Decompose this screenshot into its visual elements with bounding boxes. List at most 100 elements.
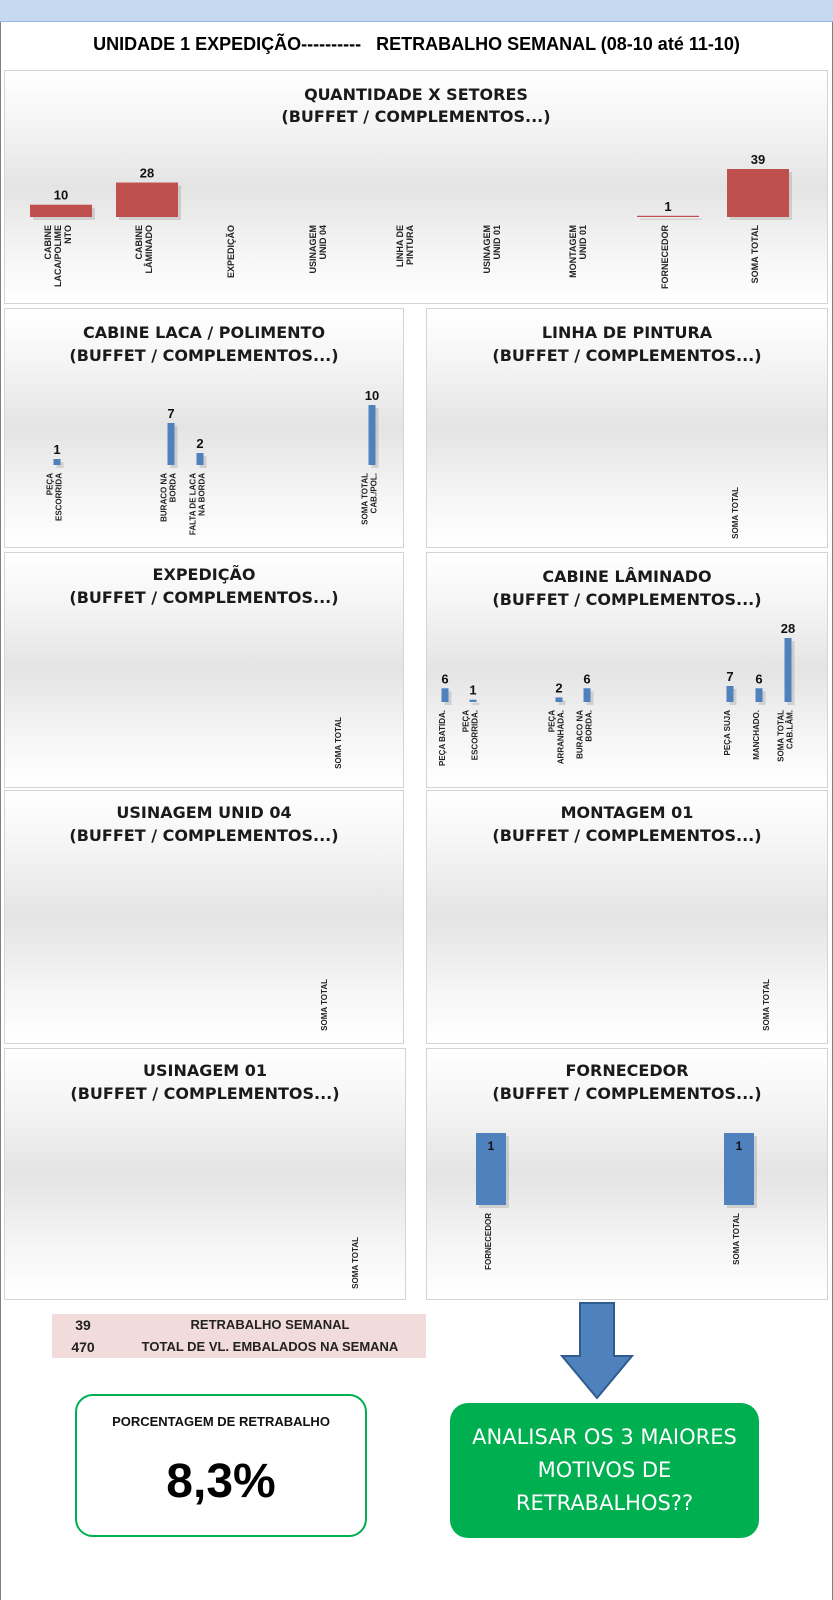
summary-table: 39 RETRABALHO SEMANAL 470 TOTAL DE VL. E… (52, 1314, 426, 1358)
action-line: ANALISAR OS 3 MAIORES (472, 1425, 737, 1449)
bar (724, 1133, 754, 1205)
category-label: PEÇA SUJA (723, 710, 732, 756)
category-label: CABINELACA/POLIMENTO (43, 225, 73, 287)
bar-shadow (472, 702, 480, 705)
summary-value: 39 (75, 1317, 91, 1333)
action-line: MOTIVOS DE (537, 1458, 672, 1482)
percentage-box: PORCENTAGEM DE RETRABALHO 8,3% (75, 1394, 367, 1537)
chart-title: LINHA DE PINTURA (541, 323, 713, 342)
bar-shadow (640, 218, 702, 220)
chart-usinagem-01: USINAGEM 01 (BUFFET / COMPLEMENTOS...) S… (4, 1048, 406, 1300)
bar (167, 423, 175, 465)
chart-linha-de-pintura: LINHA DE PINTURA (BUFFET / COMPLEMENTOS.… (426, 308, 828, 548)
bar (441, 688, 449, 702)
chart-subtitle: (BUFFET / COMPLEMENTOS...) (69, 346, 339, 365)
data-label: 1 (469, 683, 476, 698)
data-label: 10 (54, 188, 68, 203)
data-label: 6 (755, 671, 762, 686)
bar (727, 169, 789, 217)
bar (469, 699, 477, 702)
chart-title: EXPEDIÇÃO (152, 565, 256, 584)
chart-usinagem-unid-04: USINAGEM UNID 04 (BUFFET / COMPLEMENTOS.… (4, 790, 404, 1044)
category-label: PEÇAARRANHADA. (548, 710, 566, 764)
category-label: PEÇAESCORRIDA. (462, 710, 480, 760)
category-label: CABINELÂMINADO (134, 225, 154, 274)
chart-plot: SOMA TOTAL (334, 717, 343, 769)
chart-quantidade-setores: QUANTIDADE X SETORES (BUFFET / COMPLEMEN… (4, 70, 828, 304)
chart-cabine-laca-polimento: CABINE LACA / POLIMENTO (BUFFET / COMPLE… (4, 308, 404, 548)
bar (368, 405, 376, 465)
bar-shadow (558, 700, 566, 705)
chart-plot: SOMA TOTAL (731, 487, 740, 539)
data-label: 6 (583, 671, 590, 686)
chart-title: MONTAGEM 01 (560, 803, 694, 822)
data-label: 10 (365, 388, 379, 403)
chart-subtitle: (BUFFET / COMPLEMENTOS...) (492, 826, 762, 845)
chart-subtitle: (BUFFET / COMPLEMENTOS...) (69, 826, 339, 845)
chart-plot: 10 CABINELACA/POLIMENTO 28 CABINELÂMINADO EX… (30, 152, 792, 290)
category-label: MONTAGEMUNID 01 (568, 225, 588, 278)
chart-plot: SOMA TOTAL (351, 1237, 360, 1289)
bar (784, 638, 792, 702)
page-title-left: UNIDADE 1 EXPEDIÇÃO---------- (93, 34, 362, 54)
chart-expedicao: EXPEDIÇÃO (BUFFET / COMPLEMENTOS...) SOM… (4, 552, 404, 788)
data-label: 39 (751, 152, 765, 167)
chart-subtitle: (BUFFET / COMPLEMENTOS...) (281, 107, 551, 126)
percentage-value: 8,3% (166, 1455, 276, 1508)
category-label: SOMA TOTAL (334, 717, 343, 769)
summary-row-retrabalho: 39 RETRABALHO SEMANAL (52, 1317, 426, 1339)
category-label: MANCHADO. (752, 710, 761, 760)
bar (116, 182, 178, 217)
category-label: SOMA TOTALCAB./POL. (361, 473, 379, 525)
bar (726, 686, 734, 702)
data-label: 1 (488, 1139, 495, 1153)
bar (637, 215, 699, 217)
category-label: SOMA TOTAL (750, 225, 760, 284)
category-label: SOMA TOTAL (351, 1237, 360, 1289)
data-label: 28 (140, 166, 154, 181)
chart-plot: 1 PEÇAESCORRIDA 7 BURACO NABORDA 2 FALTA DE L… (46, 388, 380, 535)
page-title: UNIDADE 1 EXPEDIÇÃO---------- RETRABALHO… (0, 34, 833, 55)
chart-fornecedor: FORNECEDOR (BUFFET / COMPLEMENTOS...) 1 F… (426, 1048, 828, 1300)
category-label: PEÇAESCORRIDA (46, 473, 64, 521)
category-label: LINHA DEPINTURA (395, 225, 415, 268)
action-box: ANALISAR OS 3 MAIORES MOTIVOS DE RETRABA… (450, 1403, 759, 1538)
bar (555, 697, 563, 702)
chart-plot: 1 FORNECEDOR 1 SOMA TOTAL (476, 1133, 757, 1270)
category-label: EXPEDIÇÃO (226, 225, 236, 278)
category-label: USINAGEMUNID 04 (308, 225, 328, 274)
data-label: 1 (664, 199, 671, 214)
data-label: 7 (167, 406, 174, 421)
percentage-label: PORCENTAGEM DE RETRABALHO (112, 1414, 330, 1429)
category-label: SOMA TOTAL (762, 979, 771, 1031)
chart-subtitle: (BUFFET / COMPLEMENTOS...) (492, 1084, 762, 1103)
chart-title: USINAGEM UNID 04 (116, 803, 292, 822)
bar (53, 459, 61, 465)
chart-title: FORNECEDOR (565, 1061, 689, 1080)
down-arrow-icon (560, 1302, 634, 1400)
chart-title: CABINE LÂMINADO (542, 567, 712, 586)
category-label: BURACO NABORDA. (576, 710, 594, 759)
data-label: 1 (53, 442, 60, 457)
chart-title: CABINE LACA / POLIMENTO (82, 323, 326, 342)
chart-title: USINAGEM 01 (142, 1061, 268, 1080)
bar (30, 204, 92, 217)
category-label: FORNECEDOR (660, 225, 670, 290)
category-label: SOMA TOTAL (732, 1213, 741, 1265)
chart-subtitle: (BUFFET / COMPLEMENTOS...) (70, 1084, 340, 1103)
chart-title: QUANTIDADE X SETORES (304, 85, 528, 104)
bar (583, 688, 591, 702)
page-title-right: RETRABALHO SEMANAL (08-10 até 11-10) (376, 34, 740, 54)
summary-value: 470 (71, 1339, 95, 1355)
category-label: PEÇA BATIDA. (438, 710, 447, 766)
chart-plot: SOMA TOTAL (762, 979, 771, 1031)
chart-plot: SOMA TOTAL (320, 979, 329, 1031)
category-label: SOMA TOTAL (320, 979, 329, 1031)
data-label: 28 (781, 621, 795, 636)
chart-subtitle: (BUFFET / COMPLEMENTOS...) (492, 590, 762, 609)
summary-row-embalados: 470 TOTAL DE VL. EMBALADOS NA SEMANA (52, 1339, 426, 1361)
chart-montagem-01: MONTAGEM 01 (BUFFET / COMPLEMENTOS...) S… (426, 790, 828, 1044)
category-label: FALTA DE LACANA BORDA (189, 473, 207, 535)
bar (476, 1133, 506, 1205)
chart-plot: 6 PEÇA BATIDA. 1 PEÇAESCORRIDA. 2 PEÇAARRANHA… (438, 621, 795, 766)
